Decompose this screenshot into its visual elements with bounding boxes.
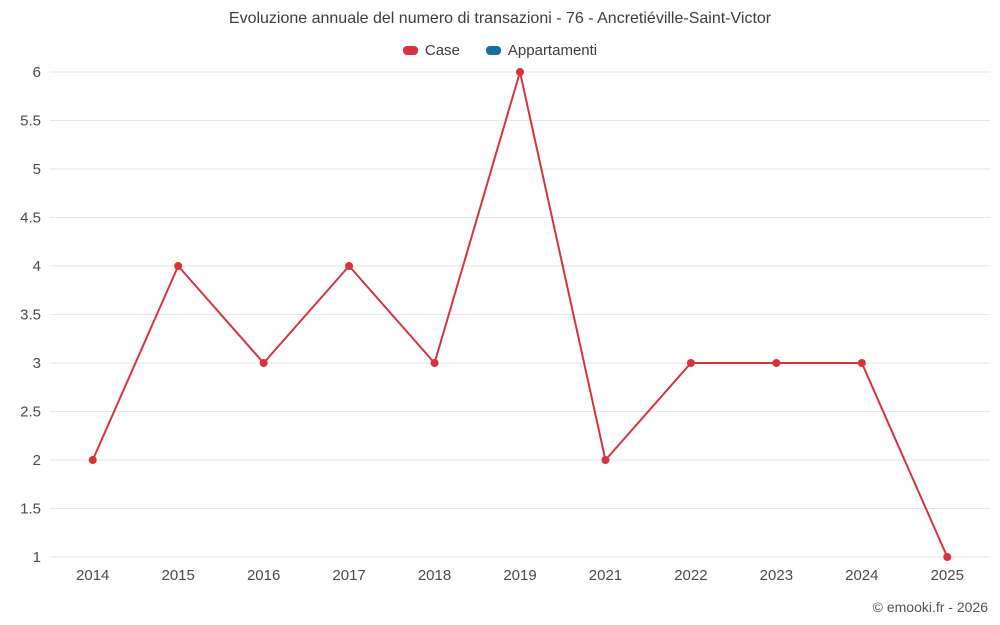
- data-point-case: [430, 359, 439, 367]
- y-tick-label: 2.5: [20, 404, 41, 421]
- data-point-case: [345, 262, 354, 270]
- copyright-text: © emooki.fr - 2026: [872, 599, 988, 615]
- y-tick-label: 3.5: [20, 307, 41, 324]
- data-point-case: [174, 262, 183, 270]
- x-tick-label: 2022: [674, 567, 707, 584]
- x-tick-label: 2019: [503, 567, 536, 584]
- y-tick-label: 3: [33, 355, 41, 372]
- x-tick-label: 2018: [418, 567, 451, 584]
- legend-swatch-icon: [485, 46, 501, 55]
- data-point-case: [516, 68, 524, 76]
- y-tick-label: 2: [33, 452, 41, 469]
- x-tick-label: 2023: [760, 567, 793, 584]
- data-point-case: [259, 359, 268, 367]
- y-tick-label: 1: [33, 549, 41, 566]
- legend-swatch-icon: [402, 46, 418, 55]
- x-tick-label: 2016: [247, 567, 280, 584]
- x-tick-label: 2015: [161, 567, 194, 584]
- data-point-case: [601, 456, 610, 464]
- y-tick-label: 1.5: [20, 501, 41, 518]
- x-tick-label: 2014: [76, 567, 109, 584]
- y-tick-label: 5: [33, 161, 41, 178]
- legend-item-appartamenti[interactable]: Appartamenti: [485, 42, 598, 59]
- data-point-case: [686, 359, 695, 367]
- x-tick-label: 2025: [931, 567, 964, 584]
- data-point-case: [857, 359, 866, 367]
- y-tick-label: 4.5: [20, 210, 41, 227]
- data-point-case: [772, 359, 781, 367]
- y-tick-label: 5.5: [20, 113, 41, 130]
- chart-title: Evoluzione annuale del numero di transaz…: [228, 10, 772, 27]
- chart-legend: Case Appartamenti: [0, 42, 1000, 59]
- x-tick-label: 2024: [845, 567, 878, 584]
- legend-label: Appartamenti: [507, 42, 598, 59]
- legend-label: Case: [424, 42, 460, 59]
- x-tick-label: 2017: [332, 567, 365, 584]
- y-tick-label: 4: [33, 258, 41, 275]
- data-point-case: [88, 456, 97, 464]
- y-tick-label: 6: [33, 64, 41, 81]
- data-point-case: [943, 553, 952, 561]
- x-tick-label: 2021: [589, 567, 622, 584]
- legend-item-case[interactable]: Case: [402, 42, 460, 59]
